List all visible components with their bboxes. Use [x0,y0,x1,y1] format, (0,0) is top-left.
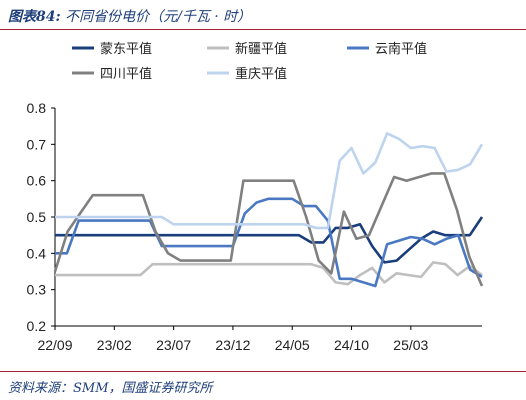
y-tick-label: 0.4 [27,245,47,261]
series-line-3 [53,172,484,287]
y-tick-label: 0.3 [27,282,47,298]
legend-label: 重庆平值 [235,66,287,82]
y-tick-label: 0.5 [27,209,47,225]
y-tick-label: 0.7 [27,136,47,152]
x-tick-label: 23/07 [156,337,191,353]
series-line-1 [55,261,483,286]
y-tick-label: 0.2 [27,318,47,334]
figure-label: 图表84: [8,9,61,25]
source-divider [0,371,526,372]
legend-label: 云南平值 [375,41,427,57]
x-tick-label: 25/03 [393,337,428,353]
series-line-2 [55,197,483,288]
chart-axes: 0.2 0.3 0.4 0.5 0.6 0.7 0.8 22/09 23/02 23/07 23/1… [27,100,482,353]
series-line-4 [55,132,484,230]
x-tick-label: 24/05 [275,337,310,353]
x-tick-label: 22/09 [37,337,72,353]
series-line-0 [55,216,484,264]
legend-label: 蒙东平值 [100,41,152,57]
legend-label: 四川平值 [100,66,152,82]
x-tick-label: 23/12 [215,337,250,353]
chart-series [53,132,484,288]
x-tick-label: 24/10 [334,337,369,353]
chart-title: 图表84: 不同省份电价（元/千瓦 · 时） [8,6,251,26]
y-tick-label: 0.8 [27,100,47,116]
source-note: 资料来源：SMM，国盛证券研究所 [8,381,213,396]
y-tick-label: 0.6 [27,173,47,189]
title-divider [0,29,526,30]
figure-title: 不同省份电价（元/千瓦 · 时） [65,9,252,25]
x-tick-label: 23/02 [97,337,132,353]
legend-label: 新疆平值 [235,41,287,57]
